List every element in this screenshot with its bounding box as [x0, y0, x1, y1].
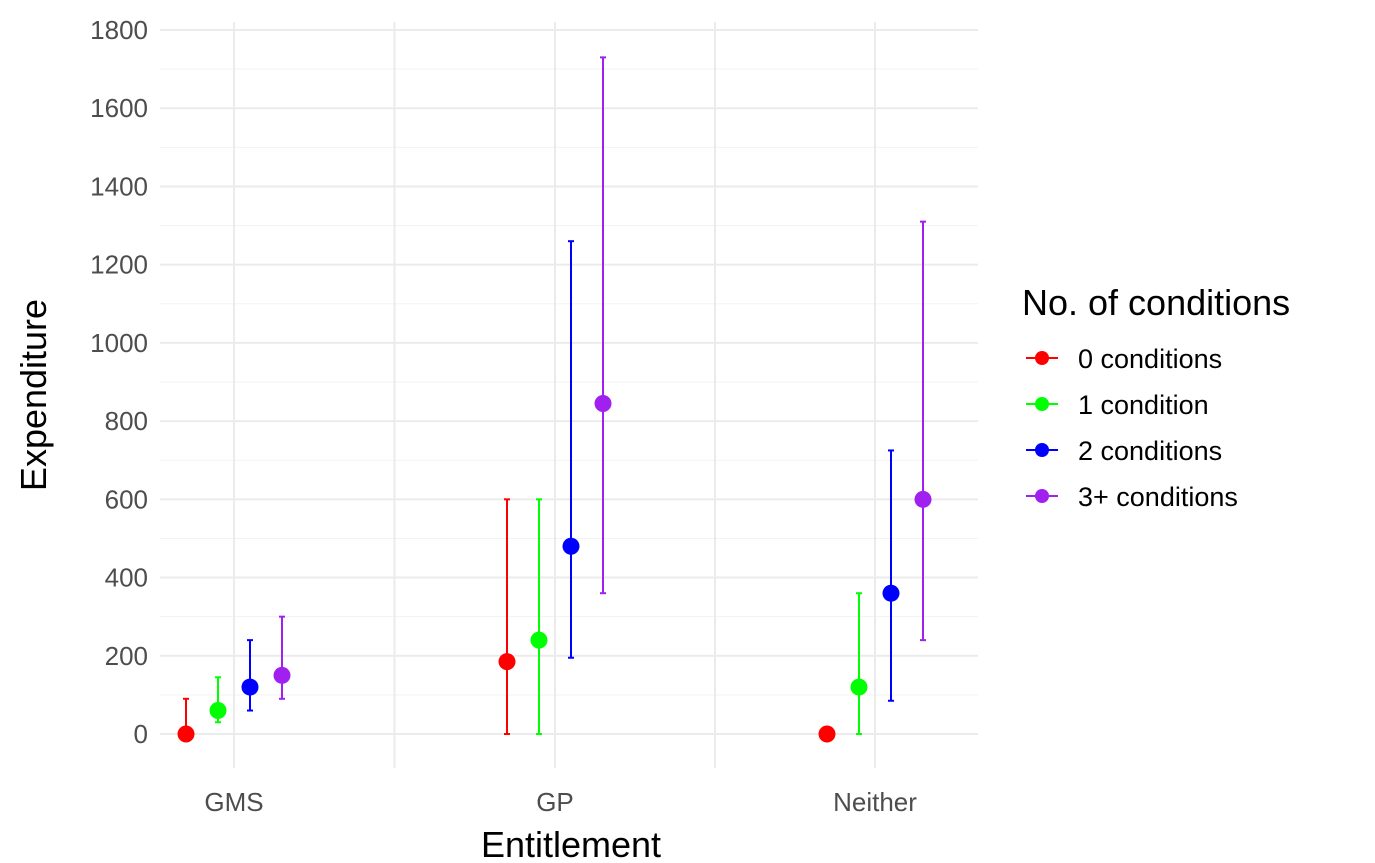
- legend-key-point: [1035, 489, 1049, 503]
- legend-item: 0 conditions: [1026, 344, 1222, 374]
- y-tick-label: 1800: [90, 15, 148, 45]
- y-tick-label: 1200: [90, 250, 148, 280]
- x-tick-label: GP: [536, 787, 574, 817]
- legend-item: 2 conditions: [1026, 436, 1222, 466]
- y-tick-label: 1600: [90, 93, 148, 123]
- data-point: [562, 537, 580, 555]
- y-tick-label: 1000: [90, 328, 148, 358]
- legend-label: 0 conditions: [1078, 344, 1222, 374]
- legend: No. of conditions 0 conditions 1 conditio…: [1022, 282, 1290, 512]
- data-point: [914, 490, 932, 508]
- data-marks: [177, 56, 932, 743]
- data-point: [273, 666, 291, 684]
- data-point: [209, 702, 227, 720]
- y-tick-label: 200: [105, 641, 148, 671]
- legend-item: 1 condition: [1026, 390, 1209, 420]
- data-point: [530, 631, 548, 649]
- legend-label: 2 conditions: [1078, 436, 1222, 466]
- data-point: [850, 678, 868, 696]
- y-tick-label: 400: [105, 563, 148, 593]
- y-axis-title: Expenditure: [13, 299, 54, 491]
- axis-ticks: 0 200 400 600 800 1000 1200 1400 1600 1800 GMS GP Ne…: [90, 15, 917, 817]
- x-tick-label: GMS: [204, 787, 263, 817]
- legend-key-point: [1035, 351, 1049, 365]
- legend-items: 0 conditions 1 condition 2 conditions 3+ co…: [1026, 344, 1238, 512]
- y-tick-label: 800: [105, 406, 148, 436]
- data-point: [882, 584, 900, 602]
- y-tick-label: 0: [134, 719, 148, 749]
- legend-label: 3+ conditions: [1078, 482, 1238, 512]
- data-point: [498, 653, 516, 671]
- legend-item: 3+ conditions: [1026, 482, 1238, 512]
- legend-title: No. of conditions: [1022, 282, 1290, 323]
- x-axis-title: Entitlement: [481, 824, 661, 863]
- data-point: [241, 678, 259, 696]
- legend-key-point: [1035, 443, 1049, 457]
- data-point: [594, 395, 612, 413]
- legend-key-point: [1035, 397, 1049, 411]
- grid: [160, 22, 978, 768]
- x-tick-label: Neither: [833, 787, 917, 817]
- y-tick-label: 1400: [90, 171, 148, 201]
- data-point: [818, 725, 836, 743]
- data-point: [177, 725, 195, 743]
- legend-label: 1 condition: [1078, 390, 1209, 420]
- y-tick-label: 600: [105, 484, 148, 514]
